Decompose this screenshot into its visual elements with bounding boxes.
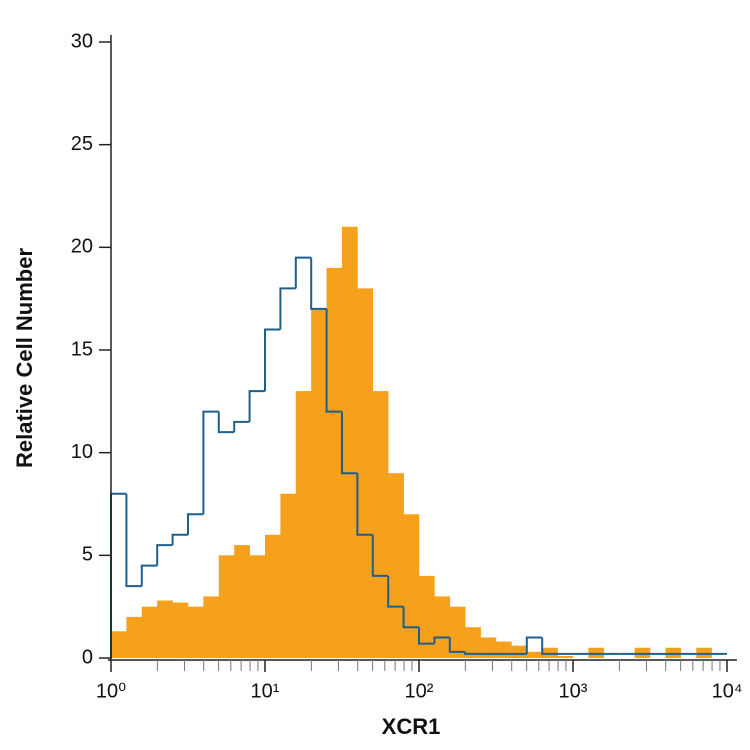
histogram-step — [264, 328, 281, 392]
histogram-bar — [372, 391, 389, 658]
histogram-bar — [187, 606, 204, 658]
histogram-step — [387, 575, 404, 608]
histogram-bar — [265, 534, 281, 658]
x-tick-label: 10⁴ — [712, 680, 743, 702]
y-tick-label: 25 — [71, 133, 93, 155]
histogram-step — [325, 308, 342, 413]
histogram-bar — [157, 600, 173, 658]
histogram-bar — [665, 647, 682, 658]
x-tick-label: 10⁰ — [96, 680, 126, 702]
histogram-step — [140, 564, 158, 587]
histogram-bar — [141, 606, 158, 658]
histogram-bar — [218, 555, 235, 658]
histogram-step — [233, 420, 250, 433]
histogram-step — [217, 411, 235, 434]
histogram-bar — [419, 575, 435, 658]
histogram-step — [402, 606, 419, 629]
histogram-step — [448, 637, 466, 653]
histogram-step — [541, 637, 558, 655]
y-tick-label: 30 — [71, 30, 93, 52]
histogram-bar — [295, 391, 312, 658]
histogram-bar — [696, 647, 712, 658]
histogram-bar — [526, 651, 543, 658]
y-tick-label: 20 — [71, 236, 93, 258]
histogram-bar — [557, 655, 574, 658]
histogram-step — [418, 627, 435, 645]
histogram-bar — [434, 596, 451, 658]
histogram-step — [525, 636, 543, 654]
histogram-step — [279, 287, 296, 330]
histogram-step — [356, 473, 373, 536]
histogram-bar — [280, 493, 297, 658]
histogram-bar — [495, 641, 512, 658]
histogram-bar — [234, 545, 250, 658]
histogram-bar — [341, 226, 358, 659]
y-tick-label: 15 — [71, 338, 93, 360]
histogram-step — [433, 636, 450, 644]
histogram-step — [248, 390, 265, 422]
histogram-bar — [249, 555, 266, 658]
y-tick-label: 0 — [82, 646, 93, 668]
histogram-bar — [634, 647, 651, 658]
histogram-bar — [357, 288, 374, 658]
histogram-step — [186, 513, 204, 535]
histogram-step — [156, 544, 173, 566]
histogram-bar — [126, 616, 143, 658]
histogram-step — [464, 651, 481, 655]
histogram-step — [202, 410, 219, 515]
histogram-step — [171, 533, 188, 546]
histogram-step — [125, 493, 142, 588]
histogram-bar — [588, 647, 605, 658]
histogram-bar — [542, 647, 558, 658]
histogram-bar — [449, 606, 466, 658]
y-tick-label: 5 — [82, 544, 93, 566]
x-tick-label: 10¹ — [251, 680, 280, 702]
x-tick-label: 10³ — [559, 680, 588, 702]
x-tick-label: 10² — [405, 680, 434, 702]
histogram-bar — [203, 596, 220, 658]
histogram-step — [310, 257, 327, 310]
y-tick-label: 10 — [71, 441, 93, 463]
y-axis-title: Relative Cell Number — [12, 248, 37, 469]
histogram-step — [294, 256, 312, 289]
histogram-bar — [311, 308, 327, 658]
histogram-bar — [465, 627, 481, 658]
histogram-bar — [403, 514, 420, 658]
histogram-bar — [172, 602, 189, 658]
histogram-bar — [111, 631, 127, 658]
histogram-step — [371, 534, 389, 577]
histogram-bar — [388, 473, 404, 658]
histogram-bar — [511, 645, 528, 658]
x-axis-title: XCR1 — [382, 714, 441, 739]
histogram-bar — [326, 267, 343, 658]
histogram-step — [340, 411, 358, 475]
histogram-bar — [480, 637, 497, 658]
